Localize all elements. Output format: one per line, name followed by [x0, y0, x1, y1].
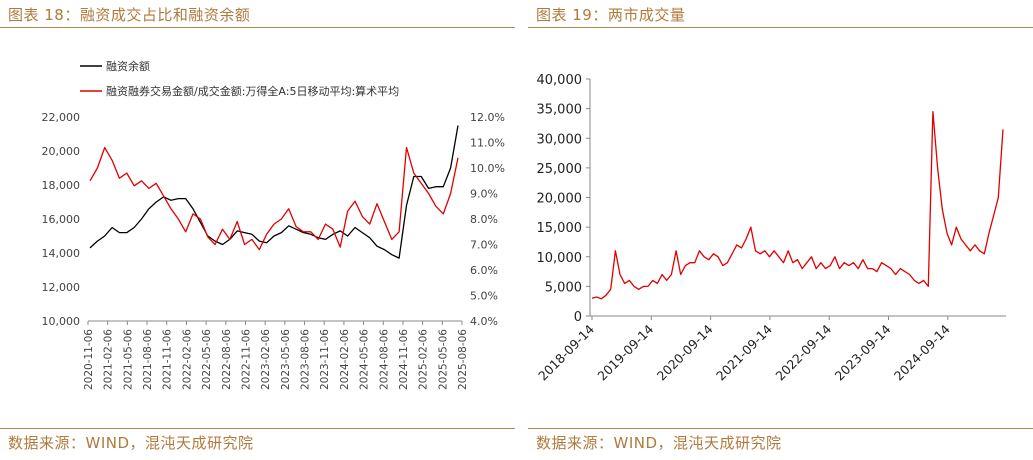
x-tick-label: 2024-11-06	[398, 329, 410, 390]
x-tick-label: 2023-08-06	[300, 329, 312, 390]
left-figure: 图表 18：融资成交占比和融资余额 10,000 12,000 14,000 16,0…	[0, 0, 515, 460]
y-right-tick-label: 9.0%	[470, 188, 498, 201]
x-tick-label: 2018-09-14	[535, 321, 597, 383]
x-tick-label: 2020-09-14	[654, 321, 716, 383]
x-tick-label: 2022-08-06	[221, 329, 233, 390]
y-right-tick-label: 12.0%	[470, 111, 505, 124]
x-tick-label: 2024-08-06	[378, 329, 390, 390]
x-tick-label: 2022-02-06	[181, 329, 193, 390]
right-figure: 图表 19：两市成交量 0 5,000 10,000 15,000 20,000 25,0…	[528, 0, 1033, 460]
y-tick-label: 5,000	[545, 280, 582, 295]
y-left-tick-label: 20,000	[42, 145, 81, 158]
margin-chart: 10,000 12,000 14,000 16,000 18,000 20,000 22,0…	[42, 59, 505, 390]
x-tick-label: 2022-11-06	[240, 329, 252, 390]
title-rule	[0, 27, 515, 28]
x-tick-label: 2025-05-06	[437, 329, 449, 390]
x-tick-label: 2023-02-06	[260, 329, 272, 390]
x-tick-label: 2019-09-14	[594, 321, 656, 383]
y-left-tick-label: 12,000	[42, 281, 81, 294]
y-right-tick-label: 10.0%	[470, 162, 505, 175]
y-tick-label: 25,000	[537, 162, 583, 177]
margin-balance-line	[89, 125, 459, 259]
y-tick-label: 30,000	[537, 132, 583, 147]
y-left-tick-label: 16,000	[42, 213, 81, 226]
x-tick-label: 2021-08-06	[142, 329, 154, 390]
y-tick-label: 35,000	[537, 103, 583, 118]
y-right-tick-label: 5.0%	[470, 290, 498, 303]
volume-chart: 0 5,000 10,000 15,000 20,000 25,000 30,000 35,0…	[535, 73, 1006, 383]
y-right-tick-label: 6.0%	[470, 264, 498, 277]
x-tick-label: 2025-02-06	[418, 329, 430, 390]
figure-title: 图表 19：两市成交量	[536, 6, 686, 24]
x-tick-label: 2021-11-06	[162, 329, 174, 390]
figure-source: 数据来源：WIND，混沌天成研究院	[536, 434, 782, 452]
legend-label: 融资余额	[106, 59, 150, 73]
y-tick-label: 0	[574, 310, 582, 325]
y-left-tick-label: 10,000	[42, 315, 81, 328]
x-tick-label: 2020-11-06	[83, 329, 95, 390]
x-tick-label: 2023-09-14	[832, 321, 894, 383]
y-right-tick-label: 7.0%	[470, 239, 498, 252]
trading-volume-line	[591, 110, 1004, 300]
y-left-tick-label: 18,000	[42, 179, 81, 192]
x-tick-label: 2023-11-06	[319, 329, 331, 390]
legend-label: 融资融券交易金额/成交金额:万得全A:5日移动平均:算术平均	[106, 84, 399, 98]
y-tick-label: 15,000	[537, 221, 583, 236]
margin-turnover-ratio-line	[89, 146, 459, 251]
x-tick-label: 2023-05-06	[280, 329, 292, 390]
y-right-tick-label: 4.0%	[470, 315, 498, 328]
y-left-tick-label: 22,000	[42, 111, 81, 124]
x-tick-label: 2021-05-06	[122, 329, 134, 390]
x-tick-label: 2025-08-06	[457, 329, 469, 390]
source-rule	[0, 428, 515, 429]
title-rule	[528, 27, 1033, 28]
figure-title: 图表 18：融资成交占比和融资余额	[8, 6, 251, 24]
y-left-tick-label: 14,000	[42, 247, 81, 260]
x-tick-label: 2021-09-14	[713, 321, 775, 383]
x-tick-label: 2024-05-06	[359, 329, 371, 390]
x-tick-label: 2022-05-06	[201, 329, 213, 390]
x-tick-label: 2024-09-14	[891, 321, 953, 383]
y-tick-label: 40,000	[537, 73, 583, 88]
x-tick-label: 2021-02-06	[103, 329, 115, 390]
y-right-tick-label: 8.0%	[470, 213, 498, 226]
x-tick-label: 2022-09-14	[772, 321, 834, 383]
source-rule	[528, 428, 1033, 429]
x-tick-label: 2024-02-06	[339, 329, 351, 390]
y-right-tick-label: 11.0%	[470, 137, 505, 150]
y-tick-label: 20,000	[537, 192, 583, 207]
y-tick-label: 10,000	[537, 251, 583, 266]
figure-source: 数据来源：WIND，混沌天成研究院	[8, 434, 254, 452]
